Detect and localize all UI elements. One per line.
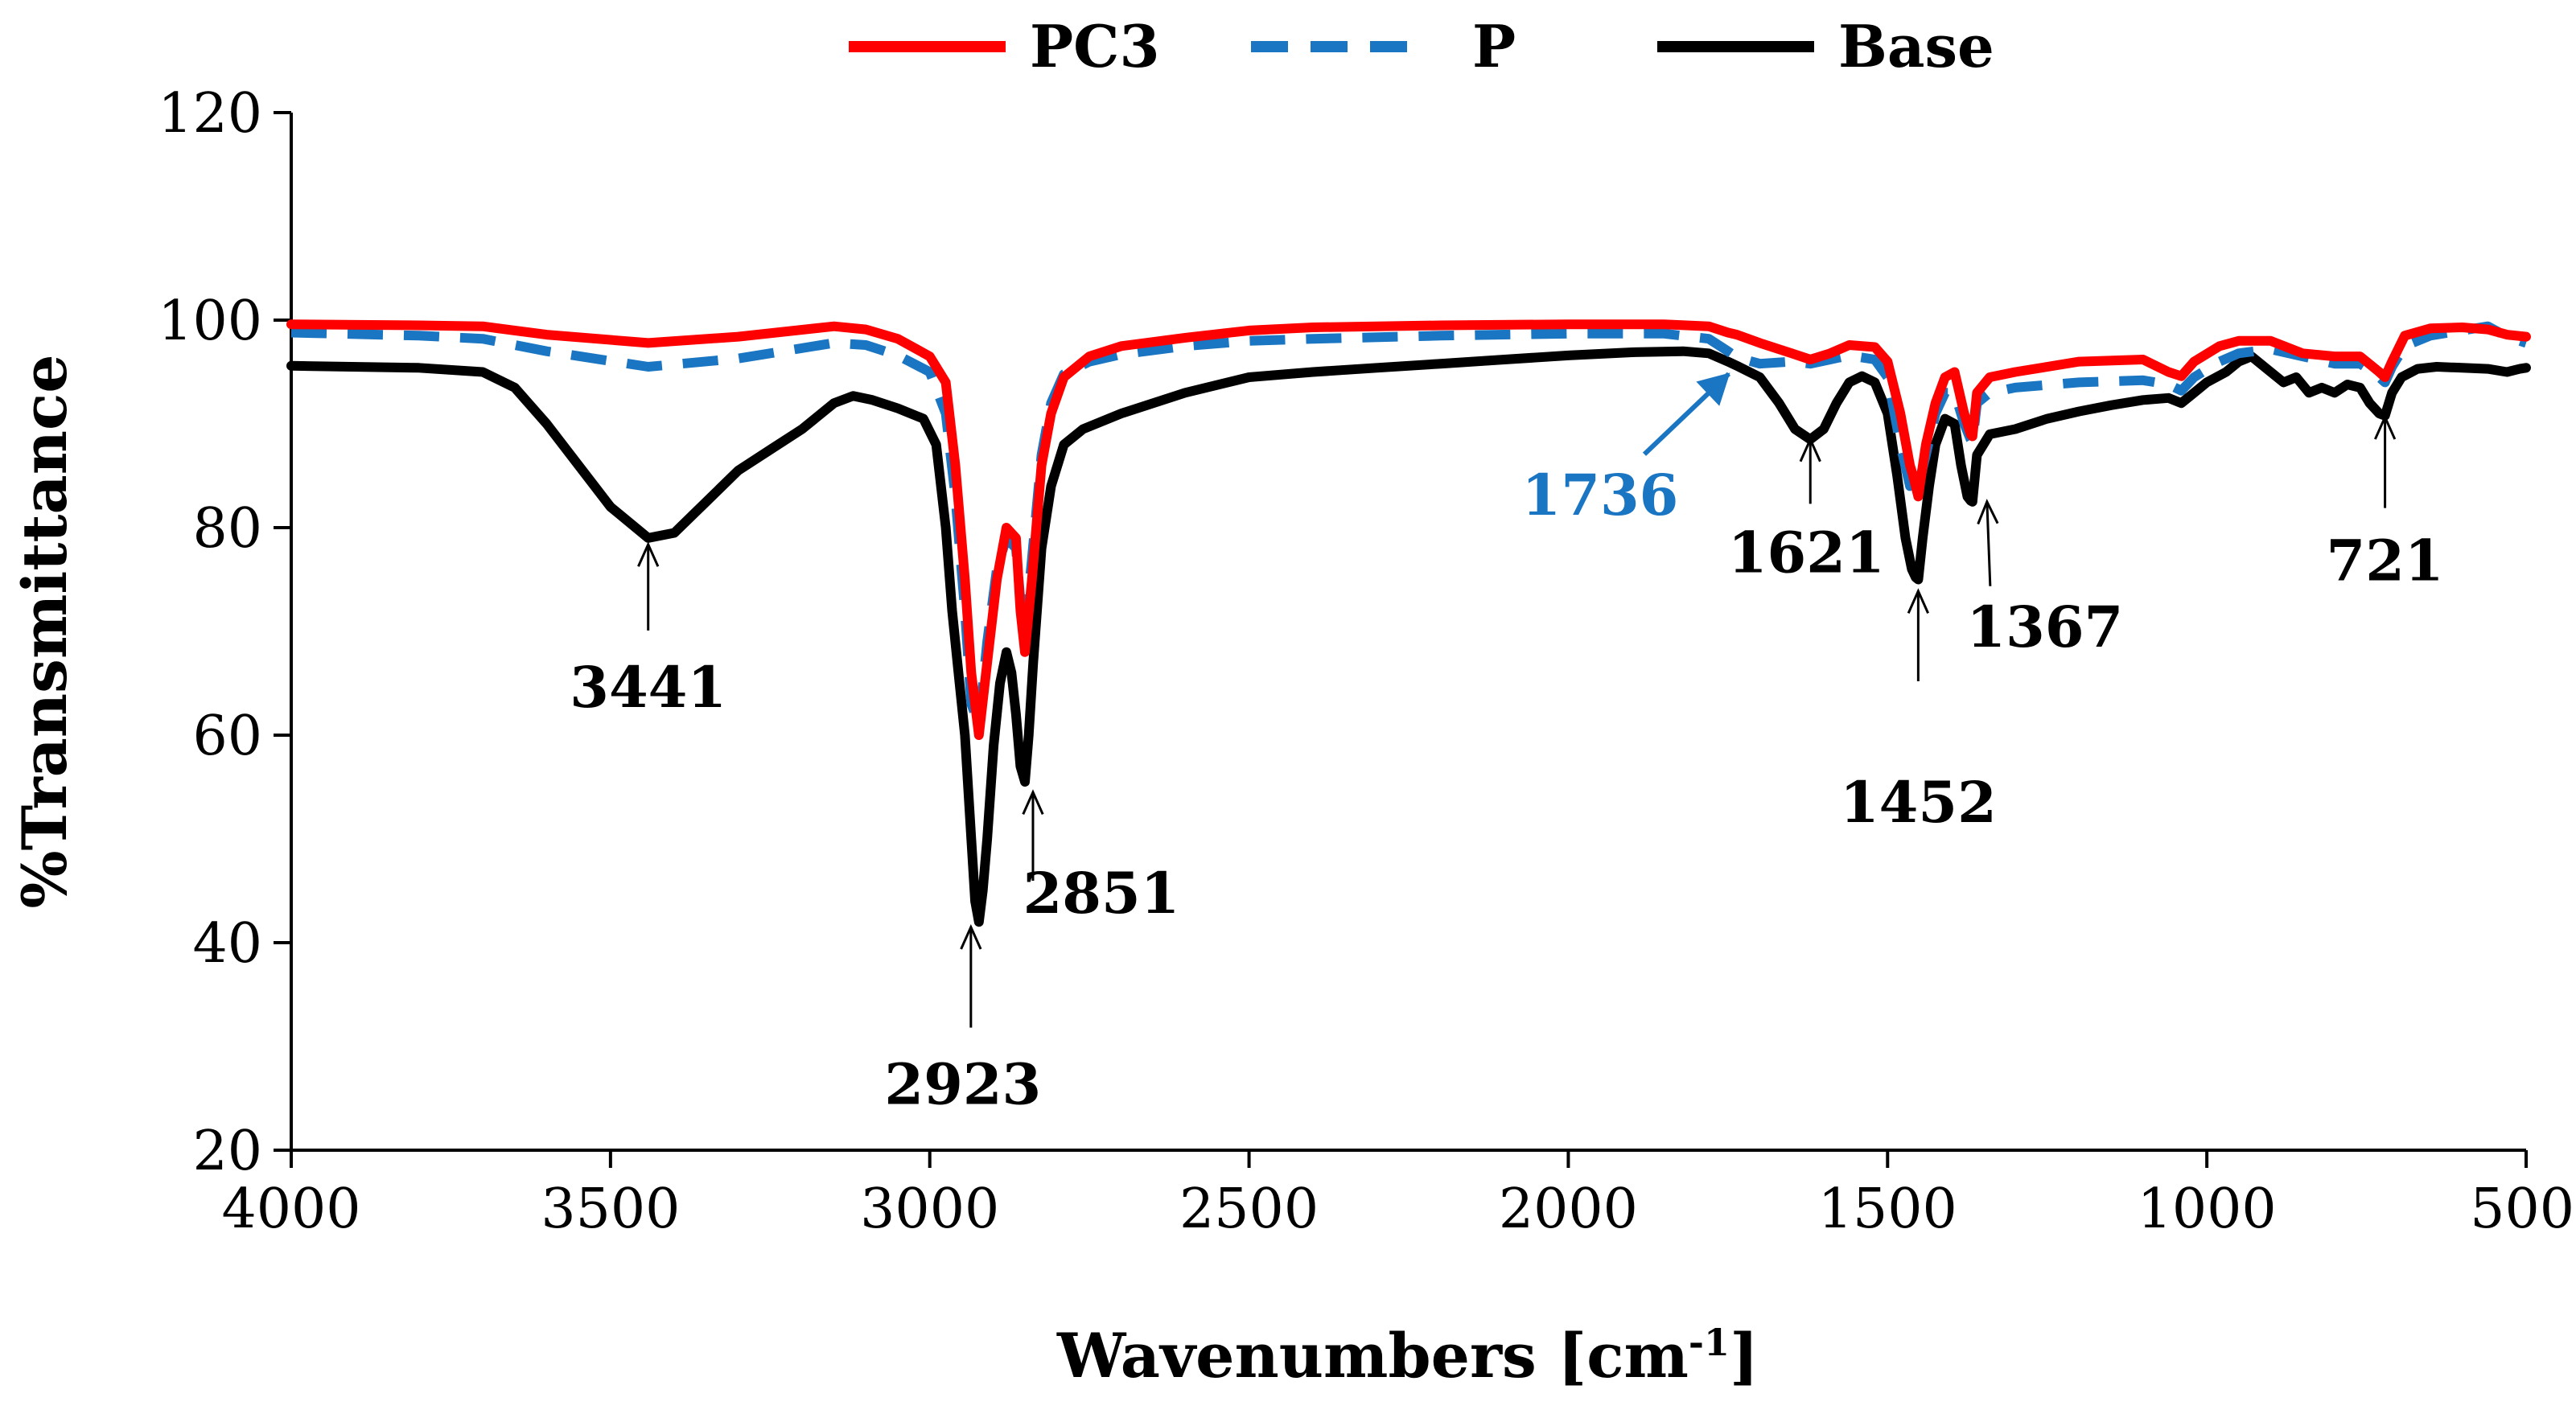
axes [290, 113, 2526, 1152]
legend-label-p: P [1472, 12, 1516, 80]
x-ticks: 4000 3500 3000 2500 2000 1500 1000 500 [221, 1150, 2574, 1241]
legend: PC3 P Base [849, 12, 1994, 80]
annotation-arrowhead [1907, 588, 1929, 614]
y-tick-label: 100 [158, 290, 262, 353]
x-tick-label: 1000 [2138, 1178, 2277, 1241]
x-tick-label: 3500 [541, 1178, 680, 1241]
annotation-arrowhead [960, 923, 982, 950]
x-tick-label: 2000 [1499, 1178, 1638, 1241]
peak-label-1367: 1367 [1966, 594, 2123, 660]
x-tick-label: 500 [2470, 1178, 2574, 1241]
legend-label-pc3: PC3 [1030, 12, 1160, 80]
series-line-pc3 [286, 319, 2531, 740]
x-tick-label: 4000 [221, 1178, 360, 1241]
peak-label-1452: 1452 [1840, 769, 1997, 836]
peak-label-2923: 2923 [884, 1051, 1041, 1118]
peak-label-1736: 1736 [1522, 462, 1679, 528]
y-tick-label: 120 [158, 82, 262, 146]
y-tick-label: 40 [192, 912, 262, 976]
x-tick-label: 3000 [860, 1178, 999, 1241]
series-layer [286, 319, 2531, 927]
legend-label-base: Base [1838, 12, 1994, 80]
peak-label-721: 721 [2327, 528, 2444, 594]
peak-label-1621: 1621 [1728, 519, 1885, 586]
y-tick-label: 20 [192, 1120, 262, 1183]
x-axis-title: Wavenumbers [cm-1] [1056, 1320, 1759, 1391]
annotation-layer: 3441 2923 2851 1736 1621 1452 1367 721 [570, 372, 2444, 1118]
x-tick-label: 1500 [1818, 1178, 1957, 1241]
y-tick-label: 60 [192, 705, 262, 768]
peak-label-3441: 3441 [570, 654, 726, 721]
annotation-arrowhead [1696, 372, 1730, 406]
annotation-arrowhead [1022, 789, 1044, 815]
annotation-arrowhead [1977, 499, 1999, 525]
y-axis-title: %Transmittance [9, 354, 80, 908]
peak-label-2851: 2851 [1023, 860, 1180, 927]
annotation-arrowhead [2373, 414, 2397, 440]
y-ticks: 20 40 60 80 100 120 [158, 82, 291, 1183]
x-tick-label: 2500 [1179, 1178, 1319, 1241]
annotation-arrowhead [1799, 436, 1821, 462]
series-line-base [286, 346, 2531, 927]
annotation-arrowhead [637, 541, 660, 567]
y-tick-label: 80 [192, 497, 262, 561]
annotation-arrow [1985, 501, 1992, 586]
